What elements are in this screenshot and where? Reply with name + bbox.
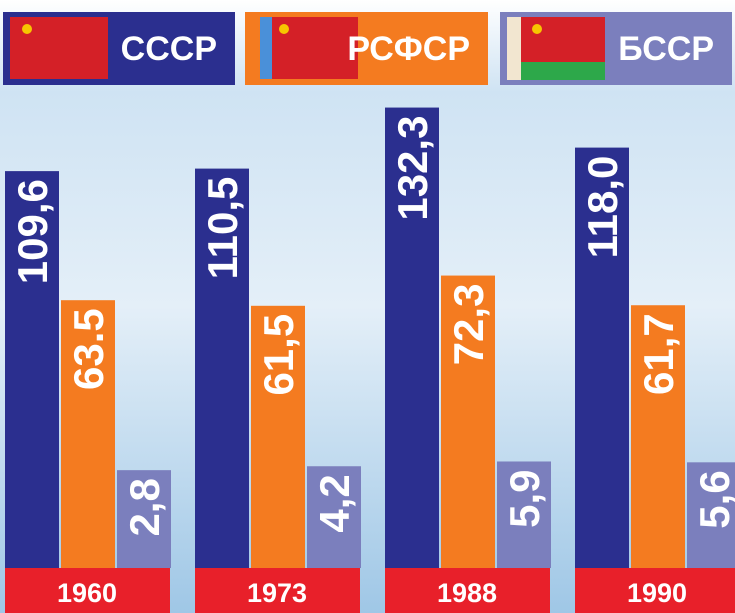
- x-tick-label: 1988: [437, 578, 497, 608]
- flag-emblem: [22, 24, 32, 34]
- value-label: 2,8: [121, 478, 168, 536]
- legend-label: РСФСР: [347, 30, 470, 68]
- chart: СССРРСФСРБССР 1960109,663.52,81973110,56…: [0, 0, 735, 613]
- flag-emblem: [279, 24, 289, 34]
- value-label: 118,0: [579, 156, 626, 259]
- value-label: 63.5: [65, 308, 112, 390]
- value-label: 110,5: [199, 177, 246, 280]
- legend: СССР РСФСР БССР: [3, 12, 732, 85]
- value-label: 4,2: [311, 474, 358, 532]
- flag-emblem: [532, 24, 542, 34]
- x-tick-label: 1990: [627, 578, 687, 608]
- flag-ornament: [507, 17, 521, 80]
- value-label: 61,5: [255, 314, 302, 396]
- x-tick-label: 1973: [247, 578, 307, 608]
- value-label: 109,6: [9, 179, 56, 284]
- value-label: 5,9: [501, 469, 548, 527]
- legend-label: БССР: [618, 30, 714, 68]
- value-label: 5,6: [691, 470, 735, 528]
- flag-stripe: [507, 62, 605, 80]
- flag: [507, 17, 605, 62]
- value-label: 61,7: [635, 313, 682, 395]
- legend-label: СССР: [121, 30, 217, 68]
- flag-stripe: [260, 17, 272, 79]
- flag: [260, 17, 358, 79]
- value-label: 132,3: [389, 116, 436, 221]
- value-label: 72,3: [445, 284, 492, 366]
- x-tick-label: 1960: [57, 578, 117, 608]
